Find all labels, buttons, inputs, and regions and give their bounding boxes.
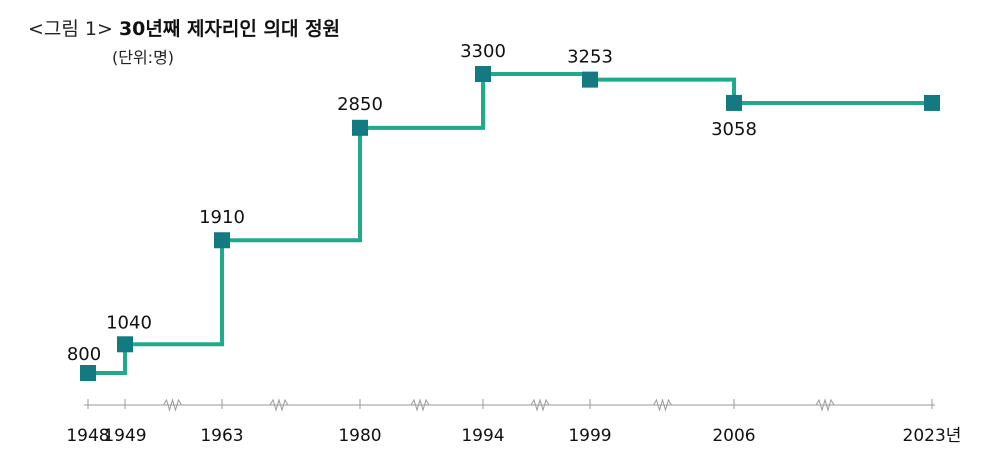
x-tick-label: 2006 [712,426,755,446]
series-line [88,72,932,375]
data-label: 3300 [460,41,506,62]
data-label: 1910 [199,207,245,228]
axis-break-mark [269,398,289,412]
data-point-marker [117,336,133,353]
data-label: 800 [67,344,101,365]
x-tick-label: 1963 [200,426,243,446]
unit-label: (단위:명) [112,48,175,67]
data-label: 3253 [567,47,613,68]
axis-break-mark [815,398,835,412]
x-tick-label: 2023년 [903,426,962,446]
figure-number: <그림 1> [28,18,113,40]
axis-break-mark [530,398,550,412]
x-tick-label: 1994 [461,426,504,446]
axis-break-mark [653,398,672,412]
chart-title: 30년째 제자리인 의대 정원 [118,18,341,40]
x-tick-label: 1949 [103,426,146,446]
x-tick-label: 1948 [66,426,109,446]
x-tick-label: 1980 [338,426,381,446]
x-tick-label: 1999 [568,426,611,446]
data-label: 3058 [711,119,757,140]
data-point-marker [80,365,96,381]
data-point-marker [726,94,742,111]
data-point-marker [475,66,491,82]
data-point-marker [582,71,598,88]
data-label: 1040 [106,312,152,333]
axis-break-mark [410,398,430,412]
data-point-marker [352,119,368,136]
data-point-marker [214,232,230,249]
axis-break-mark [163,398,182,412]
figure-title-row: <그림 1> 30년째 제자리인 의대 정원 [28,14,340,41]
data-label: 2850 [337,94,383,115]
data-point-marker [924,94,940,111]
